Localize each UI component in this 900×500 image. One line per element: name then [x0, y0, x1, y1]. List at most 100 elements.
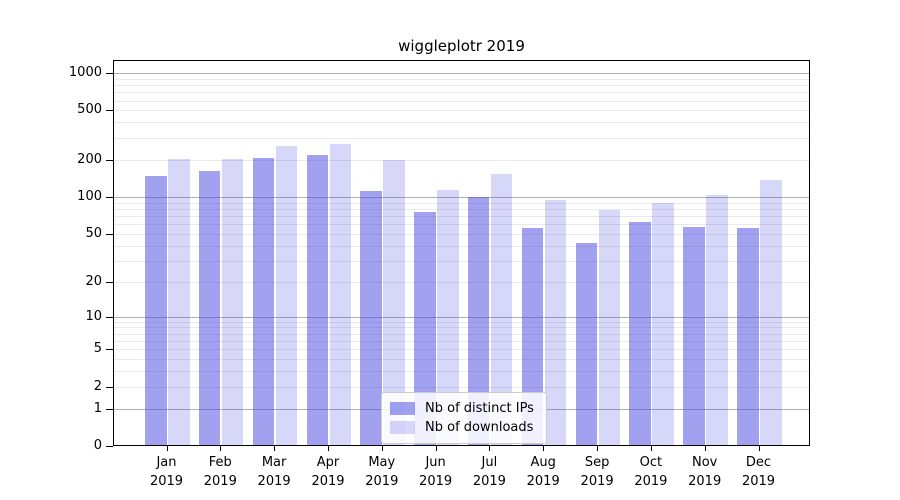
x-tick-label-jun: Jun 2019 [419, 455, 453, 489]
bar-downloads-dec [760, 180, 782, 445]
y-tick-mark-10 [106, 316, 113, 318]
chart-title: wiggleplotr 2019 [398, 37, 525, 55]
x-tick-label-aug: Aug 2019 [526, 455, 560, 489]
x-tick-mark-sep [597, 446, 599, 451]
x-tick-label-sep: Sep 2019 [580, 455, 614, 489]
y-tick-mark-2 [106, 386, 113, 388]
gridline-600 [114, 100, 809, 102]
x-tick-mark-apr [328, 446, 329, 451]
x-tick-mark-may [381, 446, 383, 451]
y-tick-label-2: 2 [93, 378, 102, 394]
plot-area [113, 60, 810, 446]
y-tick-mark-20 [106, 281, 113, 283]
y-tick-mark-200 [106, 159, 113, 161]
gridline-60 [114, 224, 809, 226]
x-tick-label-mar: Mar 2019 [257, 455, 291, 489]
x-tick-label-jan: Jan 2019 [149, 455, 184, 489]
bar-downloads-mar [275, 145, 298, 445]
y-tick-mark-100 [106, 196, 113, 198]
y-tick-mark-50 [106, 233, 113, 235]
gridline-400 [114, 122, 809, 124]
x-tick-mark-dec [758, 446, 760, 451]
gridline-900 [114, 78, 809, 80]
bar-ips-jun [414, 212, 436, 445]
y-tick-label-50: 50 [85, 225, 102, 241]
bar-downloads-apr [329, 144, 351, 445]
gridline-20 [114, 281, 809, 283]
bar-downloads-jun [437, 190, 459, 445]
gridline-70 [114, 215, 809, 217]
bar-ips-dec [737, 227, 759, 445]
gridline-200 [114, 159, 809, 161]
bar-ips-nov [683, 226, 705, 445]
y-tick-label-1: 1 [93, 400, 102, 416]
bar-downloads-aug [544, 200, 567, 445]
y-tick-label-500: 500 [77, 102, 102, 118]
legend-label-downloads: Nb of downloads [425, 420, 534, 435]
legend-item-distinct-ips: Nb of distinct IPs [390, 400, 534, 417]
gridline-1000 [114, 73, 809, 74]
x-tick-mark-jul [489, 446, 491, 451]
x-tick-label-may: May 2019 [365, 455, 399, 489]
gridline-10 [114, 316, 809, 318]
gridline-7 [114, 333, 809, 335]
legend: Nb of distinct IPs Nb of downloads [381, 392, 547, 444]
legend-label-distinct-ips: Nb of distinct IPs [425, 401, 534, 416]
gridline-2 [114, 386, 809, 388]
x-tick-mark-aug [543, 446, 545, 451]
x-tick-mark-nov [704, 446, 706, 451]
x-tick-label-feb: Feb 2019 [203, 455, 237, 489]
x-tick-mark-jan [166, 446, 168, 451]
gridline-5 [114, 349, 809, 351]
gridline-500 [114, 110, 809, 112]
bar-ips-aug [521, 227, 544, 445]
x-tick-label-oct: Oct 2019 [634, 455, 668, 489]
x-tick-mark-mar [274, 446, 276, 451]
gridline-700 [114, 92, 809, 94]
gridline-30 [114, 260, 809, 262]
y-tick-label-200: 200 [77, 151, 102, 167]
gridline-800 [114, 85, 809, 87]
y-tick-mark-0 [106, 446, 113, 447]
gridline-40 [114, 245, 809, 247]
x-tick-label-nov: Nov 2019 [688, 455, 722, 489]
x-tick-mark-jun [435, 446, 437, 451]
bar-ips-feb [198, 170, 221, 445]
bar-ips-jul [467, 196, 490, 445]
x-tick-label-jul: Jul 2019 [472, 455, 506, 489]
bar-ips-oct [629, 222, 651, 445]
y-tick-label-10: 10 [85, 308, 102, 324]
bar-ips-jan [145, 175, 167, 445]
y-tick-mark-1 [106, 408, 113, 410]
bar-downloads-may [383, 159, 405, 445]
legend-item-downloads: Nb of downloads [390, 419, 534, 436]
legend-swatch-distinct-ips-icon [390, 402, 415, 415]
gridline-90 [114, 202, 809, 204]
y-tick-mark-1000 [106, 73, 113, 74]
gridline-300 [114, 137, 809, 139]
bar-ips-may [360, 190, 382, 445]
y-tick-label-100: 100 [77, 188, 102, 204]
bar-downloads-jul [490, 174, 513, 445]
x-tick-mark-feb [220, 446, 222, 451]
y-tick-mark-500 [106, 110, 113, 112]
bar-ips-sep [575, 243, 598, 445]
x-tick-label-apr: Apr 2019 [311, 455, 345, 489]
bar-downloads-feb [221, 158, 244, 445]
gridline-80 [114, 208, 809, 210]
bar-downloads-oct [652, 203, 674, 445]
bar-downloads-sep [598, 210, 621, 445]
y-tick-label-0: 0 [93, 438, 102, 453]
gridline-6 [114, 341, 809, 342]
gridline-50 [114, 233, 809, 235]
bar-downloads-jan [168, 158, 190, 445]
gridline-8 [114, 327, 809, 329]
gridline-4 [114, 359, 809, 361]
y-tick-label-20: 20 [85, 273, 102, 289]
x-tick-mark-oct [650, 446, 652, 451]
legend-swatch-downloads-icon [390, 421, 415, 434]
gridline-9 [114, 321, 809, 323]
bar-downloads-nov [706, 194, 728, 445]
gridline-3 [114, 371, 809, 373]
